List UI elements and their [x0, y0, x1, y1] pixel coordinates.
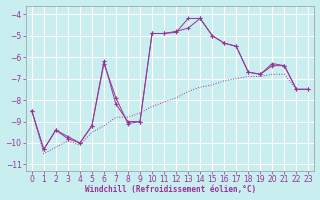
X-axis label: Windchill (Refroidissement éolien,°C): Windchill (Refroidissement éolien,°C) [84, 185, 256, 194]
